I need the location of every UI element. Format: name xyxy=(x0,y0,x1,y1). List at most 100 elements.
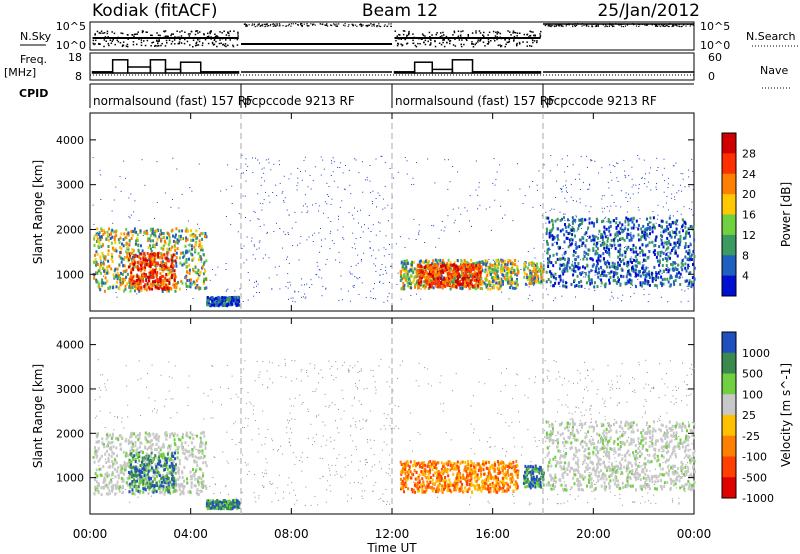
scatter-point xyxy=(598,172,600,174)
echo-cell xyxy=(476,272,479,276)
echo-cell xyxy=(494,278,497,281)
nsky-point xyxy=(401,44,403,47)
scatter-point xyxy=(186,289,187,291)
echo-cell xyxy=(584,266,587,270)
scatter-point xyxy=(246,170,247,171)
nsky-point xyxy=(158,40,160,42)
nsky-point xyxy=(447,38,450,41)
nsky-point xyxy=(215,40,217,43)
nsky-point xyxy=(608,25,610,27)
echo-cell xyxy=(662,270,665,273)
nsky-point xyxy=(203,33,205,36)
nsky-point xyxy=(692,24,694,26)
echo-cell xyxy=(559,263,562,267)
echo-cell xyxy=(628,272,631,276)
echo-cell xyxy=(604,285,607,289)
echo-cell xyxy=(485,285,488,289)
scatter-point xyxy=(279,164,280,166)
scatter-point xyxy=(555,361,557,363)
echo-cell xyxy=(458,280,461,284)
echo-cell xyxy=(137,281,140,285)
nsky-point xyxy=(467,35,470,37)
nsky-point xyxy=(461,39,463,41)
scatter-point xyxy=(613,202,615,203)
scatter-point xyxy=(369,247,371,248)
scatter-point xyxy=(631,251,633,253)
echo-cell xyxy=(484,268,487,272)
scatter-point xyxy=(601,268,603,270)
echo-cell xyxy=(642,273,645,277)
echo-cell xyxy=(446,283,449,287)
echo-cell xyxy=(637,261,640,265)
scatter-point xyxy=(242,301,244,302)
echo-cell xyxy=(463,273,466,277)
echo-cell xyxy=(590,239,593,243)
echo-cell xyxy=(420,267,423,270)
echo-cell xyxy=(499,270,502,274)
echo-cell xyxy=(559,257,561,261)
scatter-point xyxy=(669,214,671,216)
scatter-point xyxy=(524,195,526,197)
echo-cell xyxy=(96,271,99,275)
echo-cell xyxy=(162,244,165,248)
echo-cell xyxy=(690,258,693,261)
nsky-point xyxy=(549,24,551,26)
echo-cell xyxy=(139,229,142,233)
scatter-point xyxy=(337,218,339,220)
echo-cell xyxy=(649,232,651,236)
nsky-point xyxy=(330,24,332,26)
scatter-point xyxy=(263,199,265,201)
echo-cell xyxy=(453,263,456,267)
echo-cell xyxy=(221,296,224,299)
nsky-point xyxy=(141,31,144,34)
scatter-point xyxy=(536,189,538,191)
echo-cell xyxy=(161,256,164,260)
echo-cell xyxy=(135,239,138,243)
echo-cell xyxy=(665,242,668,246)
echo-cell xyxy=(502,269,504,273)
echo-cell xyxy=(223,303,226,307)
scatter-point xyxy=(441,220,443,222)
scatter-point xyxy=(172,199,173,200)
nsky-point xyxy=(452,44,455,46)
echo-cell xyxy=(443,276,446,280)
echo-cell xyxy=(466,267,469,271)
echo-cell xyxy=(545,232,548,236)
scatter-point xyxy=(321,277,323,279)
scatter-point xyxy=(230,224,232,226)
scatter-point xyxy=(225,269,227,270)
echo-cell xyxy=(137,287,139,291)
echo-cell xyxy=(147,237,150,241)
scatter-point xyxy=(247,165,249,167)
nsky-point xyxy=(445,35,448,38)
echo-cell xyxy=(402,276,405,280)
echo-cell xyxy=(185,282,187,286)
echo-cell xyxy=(499,277,502,281)
scatter-point xyxy=(279,228,281,229)
echo-cell xyxy=(451,280,454,284)
echo-cell xyxy=(573,269,575,273)
echo-cell xyxy=(453,267,455,271)
nsky-point xyxy=(417,42,419,45)
echo-cell xyxy=(597,247,599,251)
echo-cell xyxy=(110,230,113,234)
scatter-point xyxy=(243,245,245,247)
echo-cell xyxy=(484,283,487,287)
scatter-point xyxy=(692,214,694,216)
nsky-point xyxy=(574,24,576,27)
scatter-point xyxy=(375,257,377,259)
echo-cell xyxy=(473,278,476,282)
scatter-point xyxy=(227,164,229,166)
echo-cell xyxy=(99,255,102,259)
scatter-point xyxy=(285,286,287,288)
echo-cell xyxy=(181,229,184,233)
echo-cell xyxy=(477,263,480,267)
scatter-point xyxy=(383,255,385,257)
scatter-point xyxy=(227,288,229,290)
echo-cell xyxy=(563,233,566,237)
scatter-point xyxy=(382,273,384,275)
echo-cell xyxy=(101,251,104,255)
echo-cell xyxy=(406,280,409,284)
echo-cell xyxy=(166,236,168,240)
echo-cell xyxy=(567,245,570,249)
